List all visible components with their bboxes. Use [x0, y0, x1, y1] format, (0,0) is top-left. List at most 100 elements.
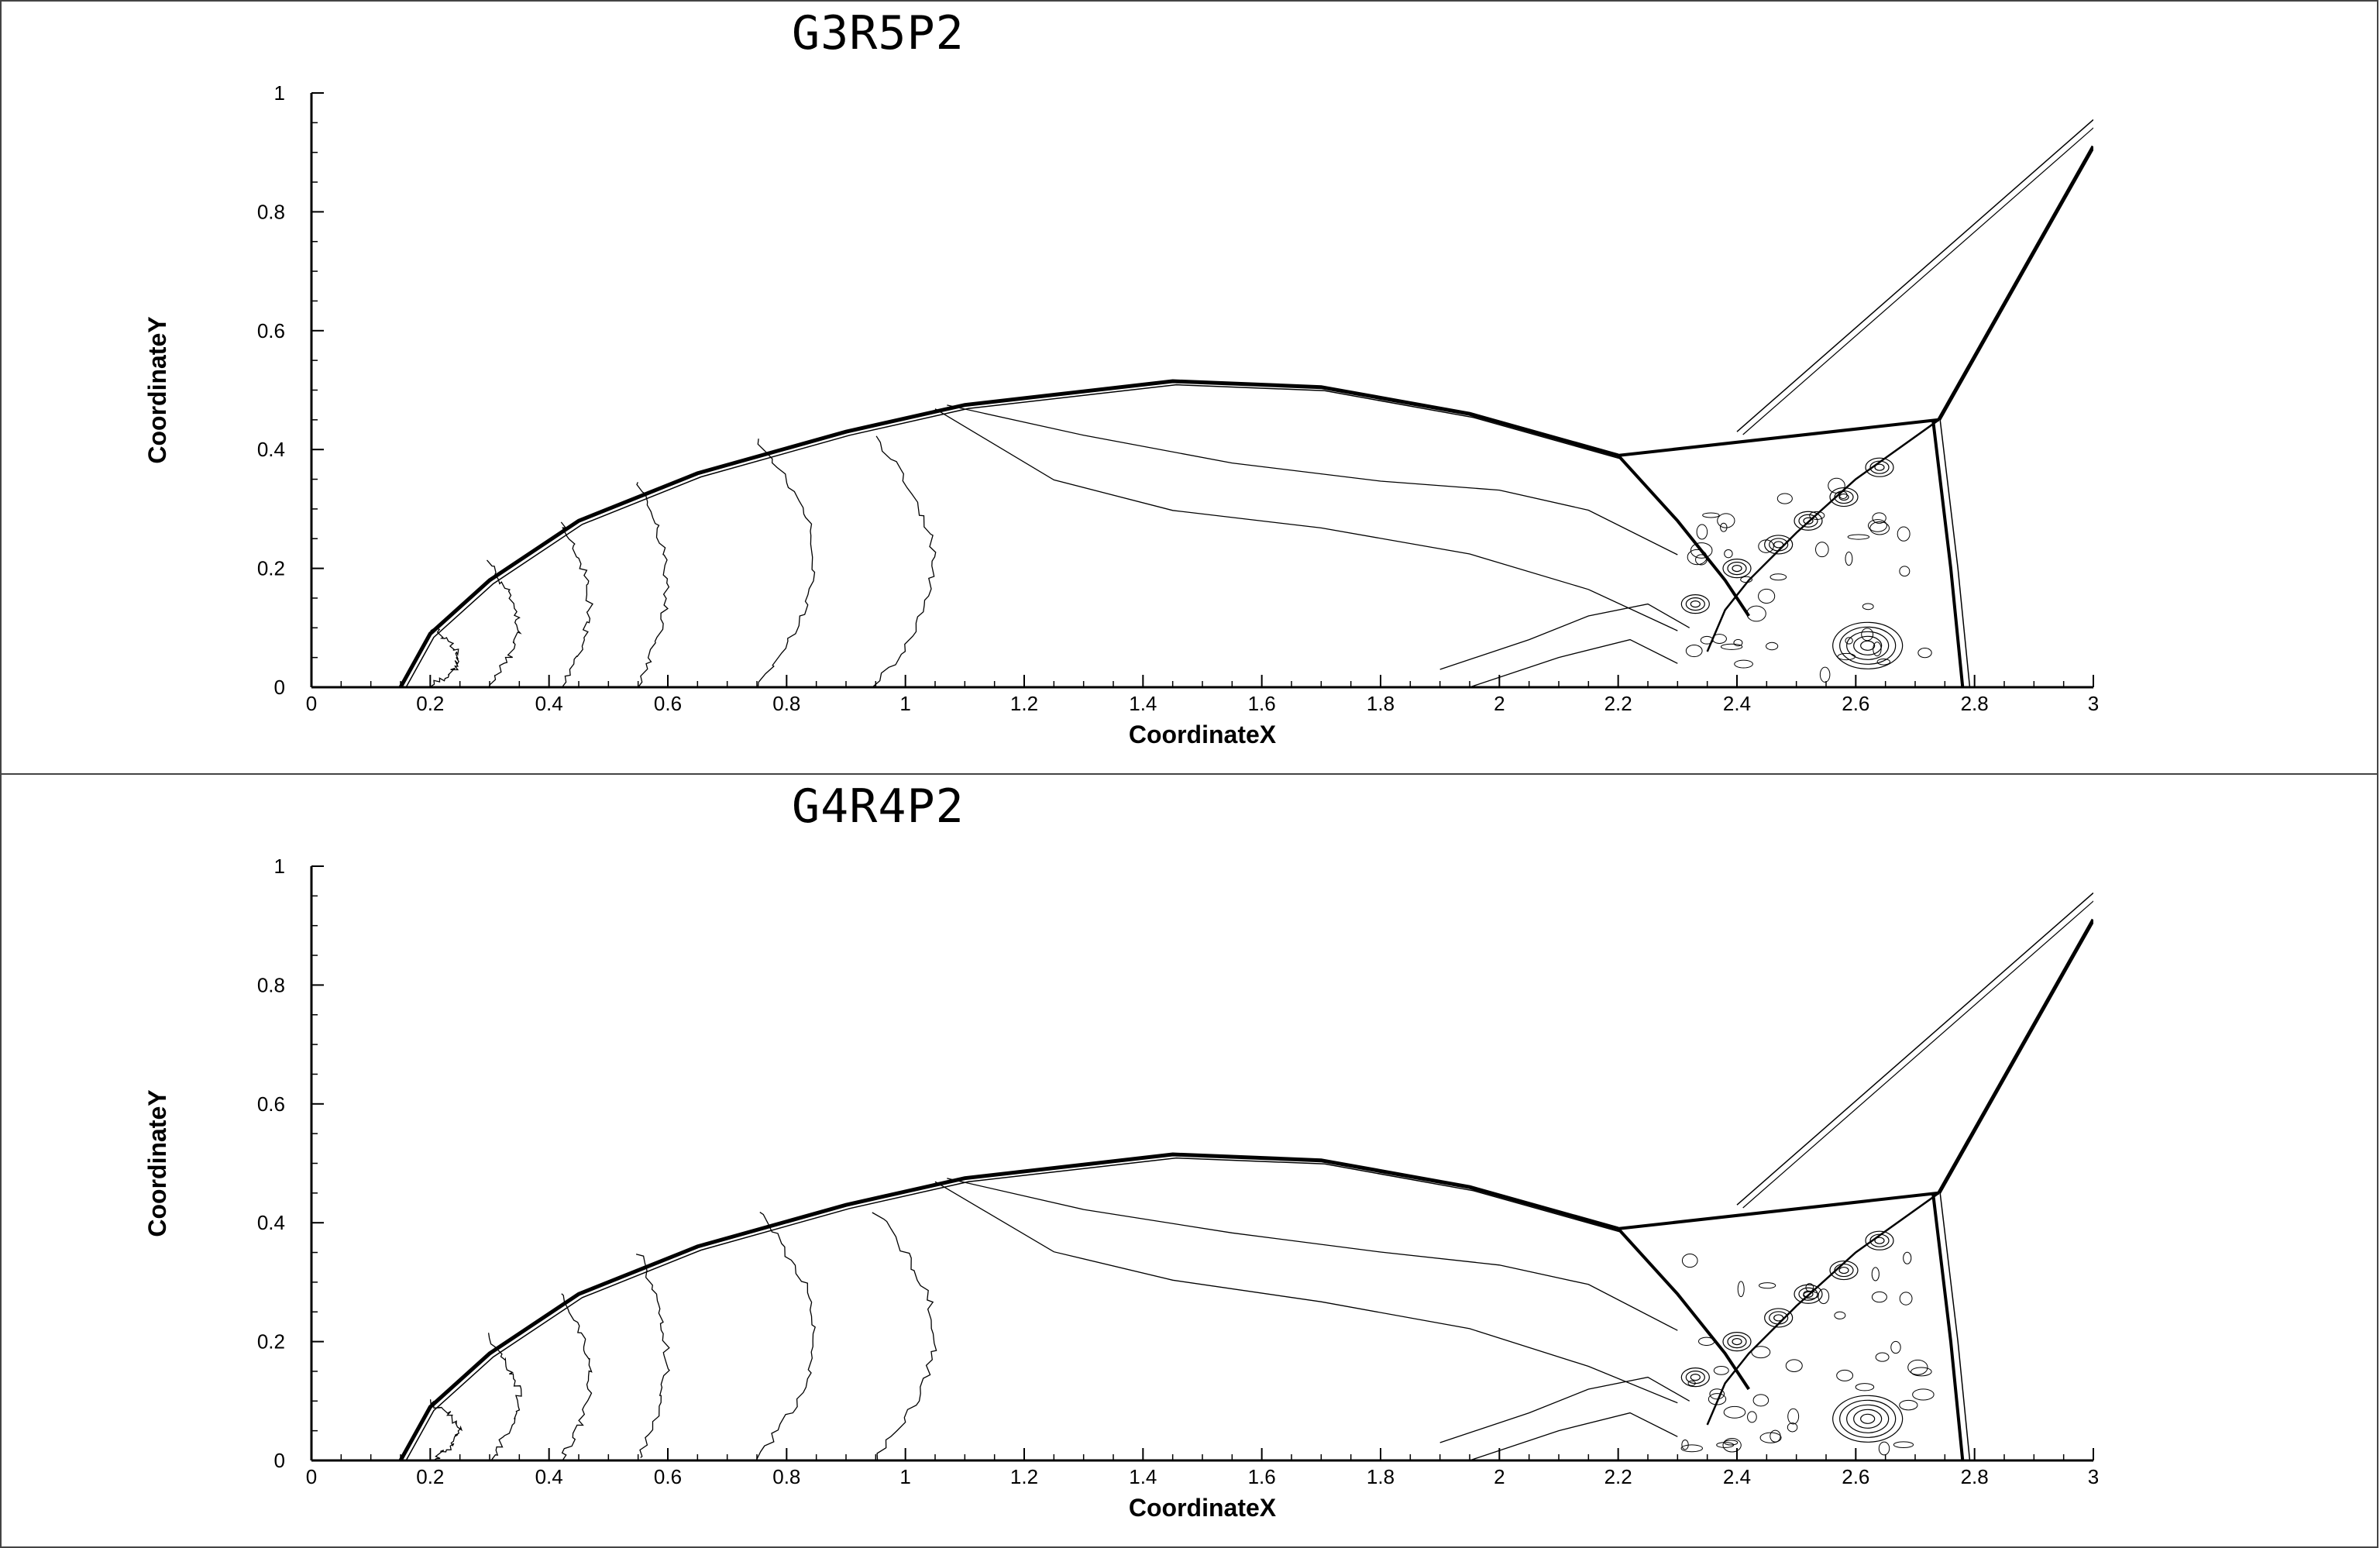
y-tick-label: 0	[274, 676, 285, 699]
contour-loop	[1845, 552, 1853, 566]
x-tick-label: 1.8	[1367, 692, 1395, 715]
contour-loop	[1828, 477, 1845, 494]
x-tick-label: 3	[2088, 692, 2099, 715]
interior-arc-contour	[560, 521, 593, 687]
vertical-shock-contour	[1931, 1192, 1965, 1460]
contour-loop	[1871, 1291, 1887, 1303]
vortex-contour	[1769, 1311, 1789, 1325]
contour-plot-bottom: 0 0.2 0.4 0.6 0.8 1 1.2 1.4 1.6 1.8 2 2.2 2.4 2.6 2.8 3…	[143, 855, 2099, 1522]
x-tick-label: 0.6	[654, 1465, 682, 1488]
interior-contour	[947, 1178, 1678, 1331]
vortex-contour	[1732, 1337, 1742, 1346]
contour-loop	[1834, 1311, 1846, 1319]
vortex-contour	[1690, 1374, 1701, 1381]
vortex-contour	[1769, 538, 1789, 552]
contour-loop	[1690, 542, 1713, 559]
x-tick-label: 3	[2088, 1465, 2099, 1488]
vortex-contour	[1865, 1230, 1894, 1250]
contour-loop	[1899, 1399, 1918, 1411]
x-tick-label: 0.2	[416, 1465, 444, 1488]
contour-loop	[1752, 1394, 1770, 1407]
vortex-contour	[1798, 1287, 1818, 1301]
contour-plot-top: 0 0.2 0.4 0.6 0.8 1 1.2 1.4 1.6 1.8 2 2.2 2.4 2.6 2.8 3…	[143, 81, 2099, 748]
vortex-contour	[1794, 511, 1823, 531]
contour-loop	[1747, 1411, 1757, 1423]
contour-loop	[1770, 573, 1787, 581]
contour-loop	[1758, 539, 1774, 553]
interior-arc-contour	[872, 435, 937, 687]
vortex-contour	[1680, 594, 1710, 614]
x-tick-label: 0.4	[535, 692, 563, 715]
x-tick-label: 2	[1494, 1465, 1505, 1488]
x-axis-title: CoordinateX	[1129, 1494, 1277, 1522]
interior-arc-contour	[872, 1212, 937, 1460]
vertical-shock-contour-2	[1939, 419, 1971, 687]
y-tick-label: 0.4	[257, 438, 285, 461]
contour-loop	[1722, 1438, 1742, 1453]
thin-oblique-contour-2	[1742, 127, 2093, 435]
vortex-contour	[1764, 535, 1794, 555]
contour-loop	[1700, 635, 1714, 645]
y-tick-label: 0.8	[257, 200, 285, 223]
contour-loop	[1836, 1369, 1854, 1381]
interior-arc-contour	[429, 628, 459, 687]
contour-loop	[1770, 1429, 1781, 1443]
triple-point-line	[1618, 1191, 1939, 1230]
vortex-contour	[1860, 640, 1876, 651]
contour-loop	[1687, 1380, 1696, 1386]
x-tick-label: 2.6	[1842, 692, 1869, 715]
reflected-shock-contour	[1937, 918, 2093, 1195]
vortex-contour	[1803, 517, 1814, 525]
triple-point-line	[1618, 418, 1939, 457]
contour-loop	[1720, 522, 1728, 532]
vortex-contour	[1685, 597, 1705, 611]
x-tick-label: 2.6	[1842, 1465, 1869, 1488]
contour-loop	[1838, 491, 1848, 500]
vortex-contour	[1834, 490, 1854, 504]
vortex-contour	[1838, 493, 1849, 501]
contour-loop	[1837, 652, 1856, 661]
vortex-contour	[1869, 460, 1890, 474]
interior-arc-contour	[755, 1212, 816, 1460]
x-tick-label: 0.2	[416, 692, 444, 715]
contour-group	[398, 119, 2093, 687]
contour-loop	[1680, 1444, 1703, 1453]
contour-loop	[1759, 1432, 1782, 1443]
vortex-contour	[1874, 463, 1885, 471]
reflected-shock-contour	[1937, 145, 2093, 421]
vortex-contour	[1773, 1314, 1784, 1322]
contour-loop	[1766, 642, 1779, 651]
vortex-contour	[1829, 1260, 1859, 1281]
x-tick-label: 1.4	[1129, 1465, 1157, 1488]
contour-loop	[1716, 1442, 1735, 1448]
contour-loop	[1717, 513, 1735, 528]
contour-loop	[1695, 554, 1708, 566]
shear-layer-contour	[1706, 418, 1940, 652]
x-tick-label: 1.6	[1248, 1465, 1276, 1488]
contour-loop	[1759, 1282, 1776, 1289]
x-tick-label: 1.6	[1248, 692, 1276, 715]
contour-loop	[1723, 1405, 1746, 1419]
mach-stem-contour	[1617, 1227, 1750, 1391]
contour-loop	[1696, 524, 1708, 540]
y-tick-label: 1	[274, 855, 285, 878]
vortex-contour	[1727, 1334, 1747, 1349]
interior-contour	[947, 404, 1678, 556]
x-tick-label: 0.4	[535, 1465, 563, 1488]
vortex-contour	[1860, 1413, 1876, 1424]
contour-loop	[1809, 511, 1825, 520]
interior-arc-contour	[561, 1293, 593, 1460]
y-axis-title: CoordinateY	[143, 316, 171, 463]
x-tick-label: 0.8	[772, 692, 800, 715]
contour-loop	[1724, 549, 1733, 559]
x-tick-label: 0.8	[772, 1465, 800, 1488]
contour-group	[398, 892, 2093, 1460]
bow-shock-contour-inner	[405, 384, 1622, 687]
interior-arc-contour	[426, 1399, 463, 1460]
y-tick-label: 1	[274, 81, 285, 105]
contour-loop	[1912, 1388, 1935, 1401]
bow-shock-contour	[398, 379, 1619, 687]
vortex-contour	[1865, 457, 1894, 477]
x-tick-label: 2.4	[1723, 1465, 1751, 1488]
mach-stem-contour	[1617, 454, 1750, 617]
